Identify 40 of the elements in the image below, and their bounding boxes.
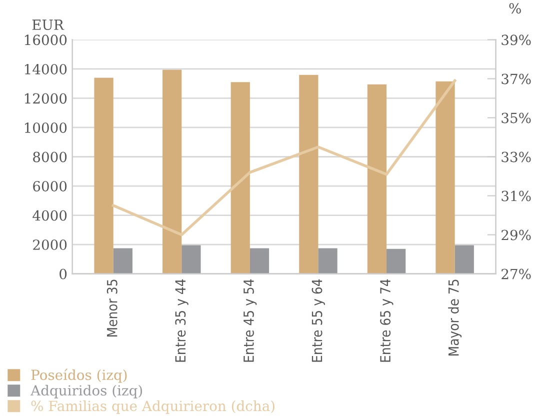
y2-tick-label: 39%: [502, 34, 531, 46]
y-tick-label: 6000: [33, 180, 67, 192]
y-tick-label: 16000: [25, 34, 67, 46]
y-tick-label: 14000: [25, 64, 67, 74]
bar: [94, 78, 114, 274]
bar: [454, 245, 474, 274]
y2-tick-label: 27%: [502, 268, 531, 280]
y2-tick-label: 37%: [502, 74, 531, 84]
bar: [299, 74, 318, 274]
bar: [230, 82, 250, 274]
y2-tick-label: 29%: [502, 230, 531, 240]
x-tick-label: Mayor de 75: [448, 280, 462, 356]
y-tick-label: 4000: [32, 210, 67, 221]
bar: [182, 245, 201, 274]
y-tick-label: 2000: [33, 240, 67, 250]
y2-tick-label: 31%: [502, 190, 531, 202]
y-tick-label: 10000: [25, 122, 67, 133]
y2-axis-title: %: [509, 3, 521, 14]
x-tick-label: Entre 55 y 64: [312, 279, 325, 362]
bar: [113, 248, 132, 274]
bar: [162, 70, 182, 274]
legend-label: Adquiridos (izq): [30, 384, 142, 398]
bar: [250, 248, 270, 274]
bar: [386, 248, 406, 274]
bar: [367, 84, 387, 274]
y2-tick-label: 33%: [502, 152, 531, 162]
y-tick-label: 12000: [25, 93, 67, 104]
x-tick-label: Entre 65 y 74: [380, 279, 394, 362]
x-tick-label: Entre 45 y 54: [244, 279, 257, 362]
y-tick-label: 0: [60, 268, 67, 280]
y2-tick-label: 35%: [502, 112, 531, 124]
legend-label: % Familias que Adquirieron (dcha): [31, 400, 274, 414]
legend-label: Poseídos (izq): [31, 368, 127, 383]
line-series: [112, 79, 456, 236]
bar: [436, 81, 455, 274]
x-tick-label: Entre 35 y 44: [175, 279, 188, 362]
x-tick-label: Menor 35: [106, 280, 118, 336]
y-axis-title: EUR: [32, 20, 64, 30]
bar: [318, 248, 338, 274]
y-tick-label: 8000: [33, 152, 67, 162]
